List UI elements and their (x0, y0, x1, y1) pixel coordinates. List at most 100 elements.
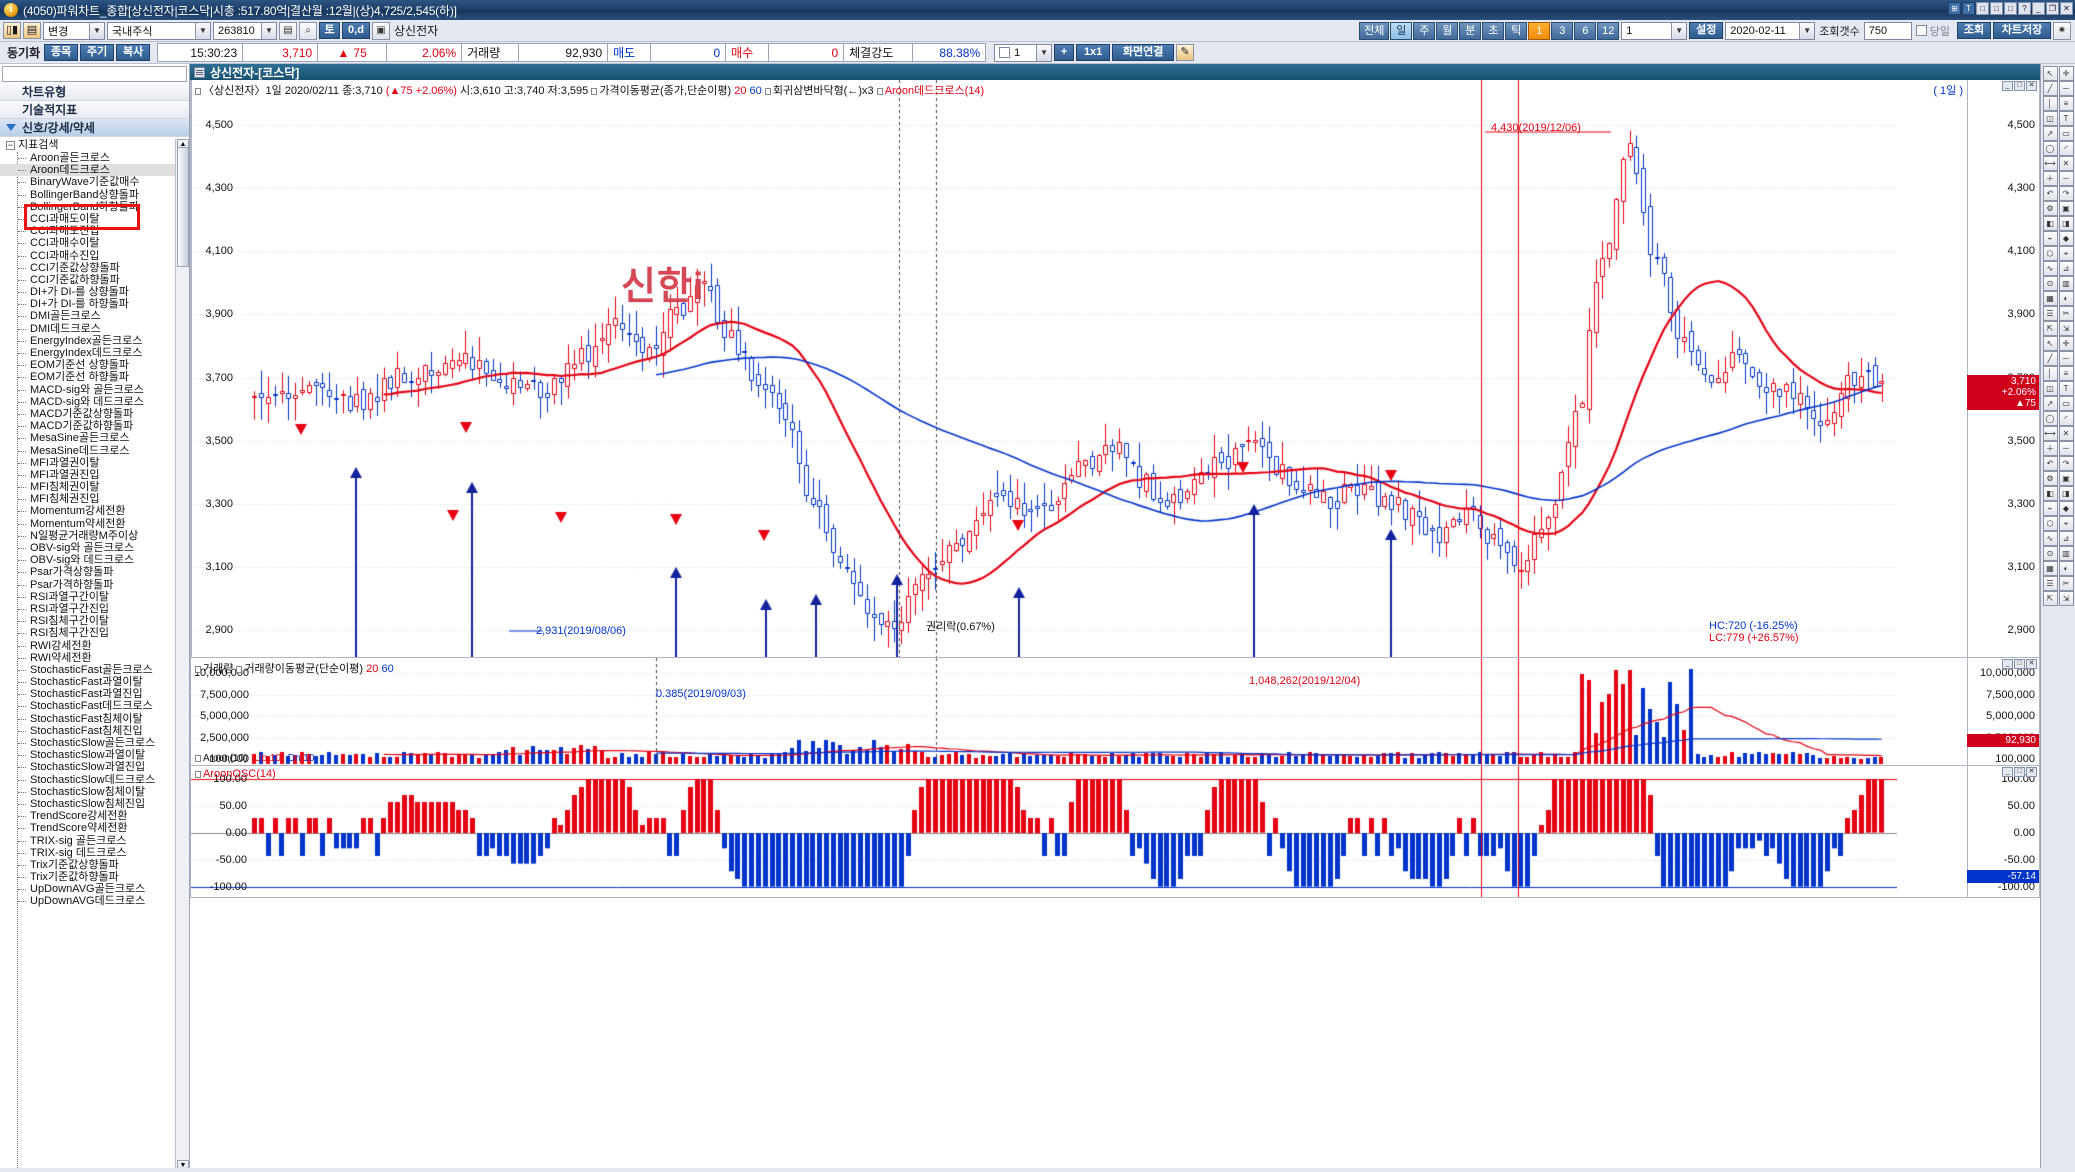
copy-button[interactable]: 복사 (116, 44, 151, 61)
price-pane[interactable]: 〈상신전자〉1일 2020/02/11 종:3,710 (▲75 +2.06%)… (190, 80, 2040, 658)
tree-item[interactable]: StochasticSlow과열이탈 (0, 749, 175, 761)
arrow-icon[interactable]: ▥ (2058, 546, 2074, 561)
zoom-in-icon[interactable]: ＋ (2042, 171, 2058, 186)
channel-icon[interactable]: ↗ (2042, 396, 2058, 411)
tree-item[interactable]: CCI과매도진입 (0, 225, 175, 237)
price-plot[interactable]: 신한i 4,430(2019/12/06) 2,931(2019/08/06) … (191, 80, 1967, 657)
zoom-out-icon[interactable]: ↷ (2058, 456, 2074, 471)
scale-button[interactable]: 1x1 (1076, 44, 1111, 61)
tick-1[interactable]: 1 (1528, 21, 1551, 40)
window-maximize-button[interactable]: ❐ (2046, 2, 2059, 15)
crosshair-icon[interactable]: ◧ (2042, 216, 2058, 231)
period-minute[interactable]: 분 (1459, 21, 1482, 40)
chevron-down-icon[interactable]: ▼ (195, 22, 210, 39)
text-icon[interactable]: ∿ (2042, 261, 2058, 276)
tree-item[interactable]: TRIX-sig 골든크로스 (0, 835, 175, 847)
tree-item[interactable]: StochasticSlow침체진입 (0, 798, 175, 810)
horizontal-line-icon[interactable]: ≡ (2058, 366, 2074, 381)
pane-close-icon[interactable]: ✕ (2026, 81, 2037, 91)
delete-icon[interactable]: ✕ (2058, 156, 2074, 171)
fib-icon[interactable]: ≡ (2058, 96, 2074, 111)
chevron-down-icon[interactable]: ▼ (89, 22, 104, 39)
window-btn-help[interactable]: ? (2018, 2, 2031, 15)
tree-item[interactable]: EnergyIndex골든크로스 (0, 335, 175, 347)
tree-item[interactable]: CCI기준값하향돌파 (0, 274, 175, 286)
save-chart-button[interactable]: 차트저장 (1993, 22, 2051, 39)
tree-item[interactable]: MACD기준값상향돌파 (0, 408, 175, 420)
tree-item[interactable]: StochasticFast데드크로스 (0, 700, 175, 712)
arrow-icon[interactable]: ⊿ (2058, 261, 2074, 276)
plus-button[interactable]: + (1054, 44, 1075, 61)
rect-icon[interactable]: ⊙ (2042, 276, 2058, 291)
redo-icon[interactable]: ▣ (2058, 471, 2074, 486)
settings-icon[interactable]: ✛ (2058, 336, 2074, 351)
measure-icon[interactable]: ＋ (2042, 441, 2058, 456)
pane-close-icon[interactable]: ✕ (2026, 767, 2037, 777)
tree-item[interactable]: Momentum약세전환 (0, 518, 175, 530)
tree-item[interactable]: StochasticSlow데드크로스 (0, 774, 175, 786)
ray-icon[interactable]: ☰ (2042, 576, 2058, 591)
crosshair-icon[interactable]: ─ (2058, 351, 2074, 366)
zoom-in-icon[interactable]: ✂ (2058, 306, 2074, 321)
crosshair-icon[interactable]: ⌁ (2042, 501, 2058, 516)
osc-plot[interactable] (191, 766, 1967, 897)
vertical-line-icon[interactable]: ◆ (2058, 231, 2074, 246)
zoom-out-icon[interactable]: ⇱ (2042, 321, 2058, 336)
tree-item[interactable]: Trix기준값상향돌파 (0, 859, 175, 871)
tree-item[interactable]: BinaryWave기준값매수 (0, 176, 175, 188)
tree-item[interactable]: RSI침체구간진입 (0, 627, 175, 639)
vertical-line-icon[interactable]: ⌖ (2058, 516, 2074, 531)
redo-icon[interactable]: ↷ (2058, 186, 2074, 201)
setting-button[interactable]: 설정 (1689, 22, 1724, 39)
ellipse-icon[interactable]: ◯ (2042, 141, 2058, 156)
ray-icon[interactable]: ✕ (2058, 426, 2074, 441)
trendline-icon[interactable]: ◆ (2058, 501, 2074, 516)
tree-item[interactable]: DMI데드크로스 (0, 323, 175, 335)
tree-item[interactable]: MFI과열권진입 (0, 469, 175, 481)
delete-icon[interactable]: ⇱ (2042, 591, 2058, 606)
tree-item[interactable]: StochasticSlow과열진입 (0, 761, 175, 773)
tree-item[interactable]: CCI과매수이탈 (0, 237, 175, 249)
pane-maximize-icon[interactable]: □ (2014, 659, 2025, 669)
osc-pane-buttons[interactable]: _ □ ✕ (2002, 767, 2037, 777)
tree-item[interactable]: MFI과열권이탈 (0, 457, 175, 469)
tree-item[interactable]: DI+가 DI-를 하향돌파 (0, 298, 175, 310)
tree-item[interactable]: StochasticSlow골든크로스 (0, 737, 175, 749)
zoom-in-icon[interactable]: ↶ (2042, 456, 2058, 471)
vertical-line-icon[interactable]: │ (2042, 96, 2058, 111)
window-controls[interactable]: ⊞ T □ □ □ ? _ ❐ ✕ (1948, 2, 2073, 15)
text-icon[interactable]: T (2058, 111, 2074, 126)
sidebar-group-signal[interactable]: 신호/강세/약세 (0, 119, 189, 137)
delete-icon[interactable]: － (2058, 441, 2074, 456)
tree-item[interactable]: Trix기준값하향돌파 (0, 871, 175, 883)
tree-item[interactable]: TrendScore강세전환 (0, 810, 175, 822)
channel-icon[interactable]: ⌖ (2058, 246, 2074, 261)
scroll-thumb[interactable] (177, 147, 189, 267)
cursor-icon[interactable]: ↖ (2042, 66, 2058, 81)
trendline-icon[interactable]: │ (2042, 366, 2058, 381)
pane-minimize-icon[interactable]: _ (2002, 659, 2013, 669)
arrow-icon[interactable]: ◯ (2042, 411, 2058, 426)
window-btn-b[interactable]: □ (1990, 2, 2003, 15)
sidebar-scrollbar[interactable]: ▲ ▼ (175, 139, 189, 1172)
zoom-in-icon[interactable]: ⇲ (2058, 591, 2074, 606)
tree-item[interactable]: MesaSine골든크로스 (0, 432, 175, 444)
measure-icon[interactable]: ⟷ (2042, 156, 2058, 171)
fib-icon[interactable]: T (2058, 381, 2074, 396)
undo-icon[interactable]: ⇲ (2058, 321, 2074, 336)
pencil-icon[interactable]: ✎ (1176, 44, 1195, 61)
tree-item[interactable]: StochasticFast골든크로스 (0, 664, 175, 676)
volume-pane[interactable]: 거래량 거래량이동평균(단순이평) 20 60 0.385(2019/09/03… (190, 658, 2040, 766)
ellipse-icon[interactable]: ▥ (2058, 276, 2074, 291)
tree-item[interactable]: BollingerBand상향돌파 (0, 189, 175, 201)
cursor-icon[interactable]: ◨ (2058, 486, 2074, 501)
arrow-icon[interactable]: ↗ (2042, 126, 2058, 141)
chevron-down-icon[interactable]: ▼ (1671, 22, 1687, 39)
pane-maximize-icon[interactable]: □ (2014, 767, 2025, 777)
tree-item[interactable]: MFI침체권이탈 (0, 481, 175, 493)
tree-root-node[interactable]: − 지표검색 (6, 139, 59, 151)
tree-item[interactable]: Psar가격하향돌파 (0, 579, 175, 591)
text-icon[interactable]: ⊙ (2042, 546, 2058, 561)
cursor-icon[interactable]: ▣ (2058, 201, 2074, 216)
tree-item[interactable]: CCI기준값상향돌파 (0, 262, 175, 274)
